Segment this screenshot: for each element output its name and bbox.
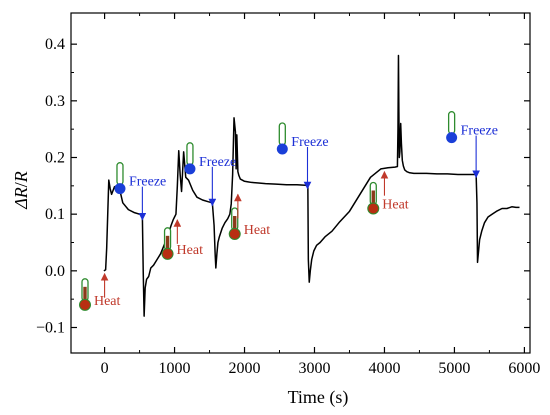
annotation-layer: Heat Freeze Heat Freeze Heat Freeze Heat Freeze	[78, 111, 498, 311]
x-tick-label: 6000	[508, 360, 540, 377]
freeze-label: Freeze	[461, 124, 498, 139]
thermometer-icon	[116, 162, 124, 186]
freeze-label: Freeze	[291, 135, 328, 150]
series-line-delta-r	[103, 54, 520, 317]
thermometer-bulb	[78, 298, 91, 311]
heat-label: Heat	[244, 223, 271, 238]
heat-annotation: Heat	[161, 219, 204, 260]
freeze-annotation: Freeze	[276, 122, 329, 190]
thermometer-bulb	[184, 163, 196, 175]
y-tick-label: 0.3	[45, 93, 65, 110]
heat-annotation: Heat	[78, 272, 121, 311]
plot-frame	[70, 12, 531, 354]
y-tick-label: 0.1	[45, 206, 65, 223]
thermometer-bulb	[161, 247, 174, 260]
x-tick-label: 3000	[298, 360, 330, 377]
plot-border	[70, 12, 531, 354]
x-axis-ticks: 0 1000 2000 3000 4000 5000 6000	[101, 13, 540, 377]
freeze-label: Freeze	[129, 175, 166, 190]
freeze-annotation: Freeze	[184, 142, 236, 207]
y-tick-label: 0.0	[45, 263, 65, 280]
heat-label: Heat	[382, 198, 409, 213]
freeze-label: Freeze	[199, 155, 236, 170]
thermometer-bulb	[446, 132, 458, 144]
thermometer-icon	[278, 122, 286, 146]
heat-annotation: Heat	[367, 170, 409, 215]
thermometer-fill	[371, 190, 375, 207]
x-tick-label: 1000	[159, 360, 191, 377]
freeze-annotation: Freeze	[446, 111, 498, 179]
heat-annotation: Heat	[228, 193, 271, 240]
x-axis-label: Time (s)	[288, 387, 349, 408]
thermometer-icon	[447, 111, 456, 135]
x-tick-label: 2000	[229, 360, 261, 377]
thermometer-bulb	[367, 202, 380, 215]
thermometer-icon	[186, 142, 194, 166]
y-axis-ticks: −0.1 0.0 0.1 0.2 0.3 0.4	[36, 36, 530, 337]
x-tick-label: 0	[101, 360, 109, 377]
x-tick-label: 4000	[368, 360, 400, 377]
y-tick-label: −0.1	[36, 320, 65, 337]
heat-label: Heat	[177, 243, 204, 258]
freeze-annotation: Freeze	[114, 162, 166, 221]
y-axis-label-slash: /	[11, 182, 31, 187]
y-axis-label-delta-r: ΔR	[11, 187, 31, 210]
y-tick-label: 0.2	[45, 150, 65, 167]
thermometer-bulb	[276, 143, 288, 155]
thermometer-fill	[165, 235, 170, 252]
series-layer	[103, 54, 520, 317]
thermometer-fill	[83, 286, 87, 303]
thermometer-fill	[233, 216, 237, 232]
y-axis-label-r: R	[11, 171, 31, 183]
y-axis-label: ΔR/R	[11, 171, 31, 210]
thermometer-bulb	[228, 228, 241, 240]
heat-label: Heat	[94, 294, 121, 309]
y-tick-label: 0.4	[45, 36, 65, 53]
x-tick-label: 5000	[438, 360, 470, 377]
thermometer-bulb	[114, 183, 126, 195]
